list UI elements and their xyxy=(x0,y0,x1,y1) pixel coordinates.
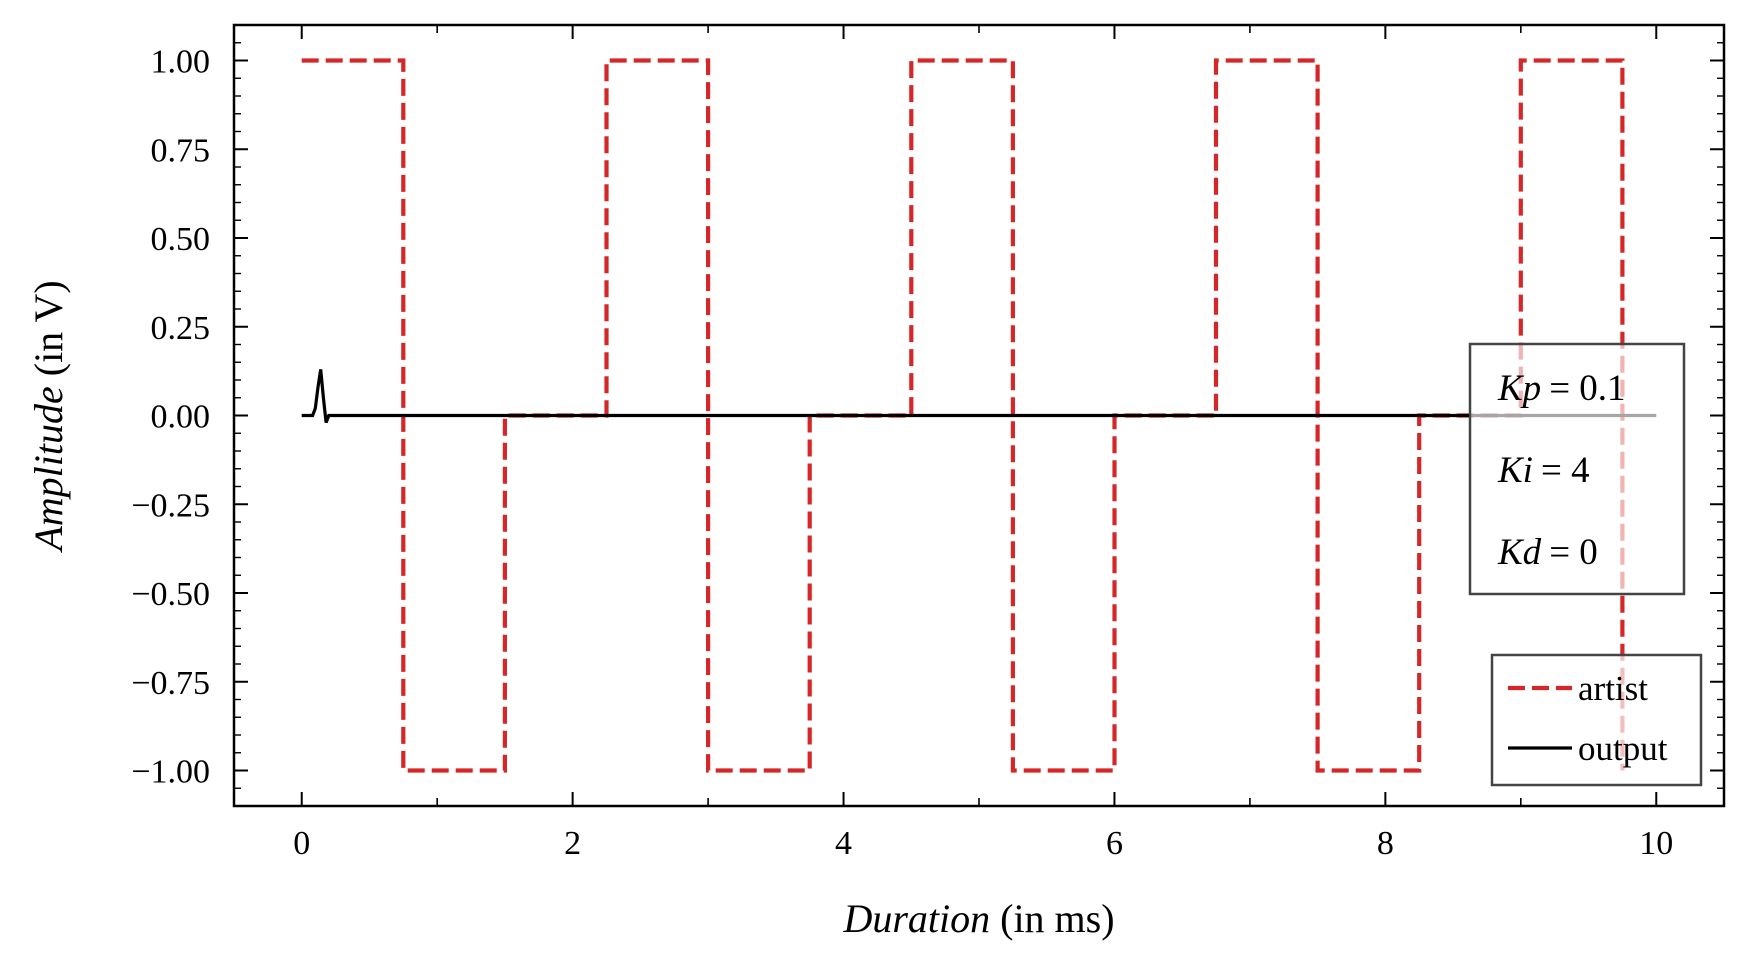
parameter-box-frame xyxy=(1468,342,1686,596)
parameter-value: = 4 xyxy=(1541,450,1590,491)
y-tick-label: −0.75 xyxy=(131,665,210,702)
plot-frame xyxy=(232,23,1726,808)
parameter-annotation-box: Kp = 0.1 Ki = 4 Kd = 0 xyxy=(1468,342,1686,596)
parameter-value: = 0 xyxy=(1549,532,1598,573)
x-axis-title: Duration (in ms) xyxy=(842,896,1114,941)
x-tick-label: 6 xyxy=(1106,825,1123,862)
y-tick-label: −0.50 xyxy=(131,576,210,613)
legend: artist output xyxy=(1490,653,1703,787)
x-tick-label: 10 xyxy=(1639,825,1673,862)
y-tick-label: 0.50 xyxy=(151,221,211,258)
parameter-name: Kd xyxy=(1497,532,1542,573)
x-axis-title-main: Duration xyxy=(842,896,990,941)
x-tick-label: 2 xyxy=(564,825,581,862)
x-tick-label: 4 xyxy=(835,825,852,862)
y-tick-label: 1.00 xyxy=(151,44,211,81)
x-axis-title-unit: (in ms) xyxy=(1000,896,1114,941)
parameter-line: Kp = 0.1 xyxy=(1497,368,1626,409)
y-tick-label: −1.00 xyxy=(131,754,210,791)
y-tick-label: 0.25 xyxy=(151,310,211,347)
legend-label-artist: artist xyxy=(1578,669,1648,708)
y-axis-title: Amplitude (in V) xyxy=(26,280,71,553)
y-tick-label: −0.25 xyxy=(131,487,210,524)
legend-frame xyxy=(1490,653,1703,787)
parameter-line: Kd = 0 xyxy=(1497,532,1598,573)
ticks-layer: 0 2 4 6 8 10 1.00 0.75 0.50 0.25 0.00 −0.25 −0.50 −0.… xyxy=(131,24,1724,862)
x-tick-label: 0 xyxy=(293,825,310,862)
series-layer xyxy=(301,58,1657,773)
y-tick-label: 0.00 xyxy=(151,399,211,436)
y-axis-title-unit: (in V) xyxy=(26,280,71,376)
parameter-line: Ki = 4 xyxy=(1497,450,1590,491)
y-tick-label: 0.75 xyxy=(151,132,211,169)
y-axis-title-main: Amplitude xyxy=(26,386,71,553)
legend-label-output: output xyxy=(1578,729,1668,768)
parameter-value: = 0.1 xyxy=(1549,368,1625,409)
parameter-name: Kp xyxy=(1497,368,1541,409)
x-tick-label: 8 xyxy=(1377,825,1394,862)
series-line-output xyxy=(301,369,1657,424)
parameter-name: Ki xyxy=(1497,450,1533,491)
